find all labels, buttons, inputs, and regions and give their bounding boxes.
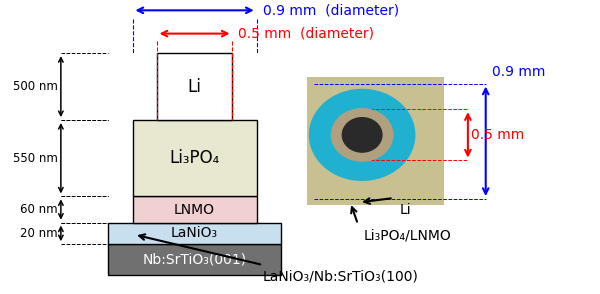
Text: 0.9 mm: 0.9 mm xyxy=(491,65,545,79)
Bar xyxy=(109,244,281,275)
Bar xyxy=(109,223,281,244)
Text: 500 nm: 500 nm xyxy=(13,80,58,93)
Text: Li: Li xyxy=(188,78,202,96)
Text: 550 nm: 550 nm xyxy=(13,152,58,165)
Text: Li₃PO₄/LNMO: Li₃PO₄/LNMO xyxy=(364,229,452,243)
Text: 0.5 mm  (diameter): 0.5 mm (diameter) xyxy=(238,27,374,41)
Bar xyxy=(307,77,444,205)
Text: LaNiO₃/Nb:SrTiO₃(100): LaNiO₃/Nb:SrTiO₃(100) xyxy=(263,270,419,284)
Text: 20 nm: 20 nm xyxy=(20,227,58,240)
Text: LNMO: LNMO xyxy=(174,203,215,216)
Text: Li: Li xyxy=(400,203,411,217)
Bar xyxy=(133,120,257,196)
Text: 0.9 mm  (diameter): 0.9 mm (diameter) xyxy=(263,3,398,17)
Bar xyxy=(133,196,257,223)
Text: 0.5 mm: 0.5 mm xyxy=(471,128,524,142)
Text: 60 nm: 60 nm xyxy=(20,203,58,216)
Bar xyxy=(157,53,232,120)
Text: Nb:SrTiO₃(001): Nb:SrTiO₃(001) xyxy=(142,253,247,267)
Ellipse shape xyxy=(331,108,394,162)
Ellipse shape xyxy=(341,117,383,153)
Ellipse shape xyxy=(309,89,415,181)
Text: LaNiO₃: LaNiO₃ xyxy=(171,226,218,240)
Text: Li₃PO₄: Li₃PO₄ xyxy=(169,149,220,167)
